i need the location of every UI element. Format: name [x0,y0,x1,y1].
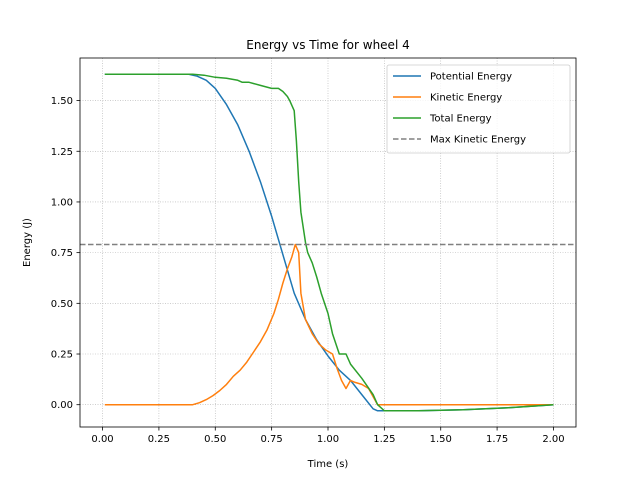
legend-box [386,64,571,154]
potential-energy-line [104,73,554,412]
x-tick-label: 1.25 [373,434,395,445]
y-tick-label: 0.75 [51,248,73,259]
legend: Potential Energy Kinetic Energy Total Ener… [386,64,571,154]
y-axis-label: Energy (J) [22,218,33,267]
legend-label-kinetic-energy: Kinetic Energy [430,93,502,104]
legend-label-total-energy: Total Energy [429,114,492,125]
y-tick-label: 1.25 [51,147,73,158]
x-tick-label: 1.75 [486,434,508,445]
x-tick-label: 1.50 [430,434,452,445]
x-tick-label: 2.00 [542,434,564,445]
total-energy-line [104,73,554,412]
legend-label-potential-energy: Potential Energy [430,72,512,83]
y-tick-label: 1.00 [51,197,73,208]
series-layer [80,73,576,412]
ticks: 0.00 0.25 0.50 0.75 1.00 1.25 1.50 1.75 2.00 0.00… [51,96,565,445]
chart-title: Energy vs Time for wheel 4 [246,38,409,52]
x-tick-label: 0.25 [148,434,170,445]
x-tick-label: 1.00 [317,434,339,445]
kinetic-energy-line [104,243,554,406]
x-axis-label: Time (s) [307,459,349,470]
x-tick-label: 0.75 [261,434,283,445]
y-tick-label: 0.50 [51,299,73,310]
y-tick-label: 0.00 [51,400,73,411]
y-tick-label: 0.25 [51,350,73,361]
x-tick-label: 0.00 [91,434,113,445]
x-tick-label: 0.50 [204,434,226,445]
y-tick-label: 1.50 [51,96,73,107]
legend-label-max-kinetic-energy: Max Kinetic Energy [430,135,526,146]
